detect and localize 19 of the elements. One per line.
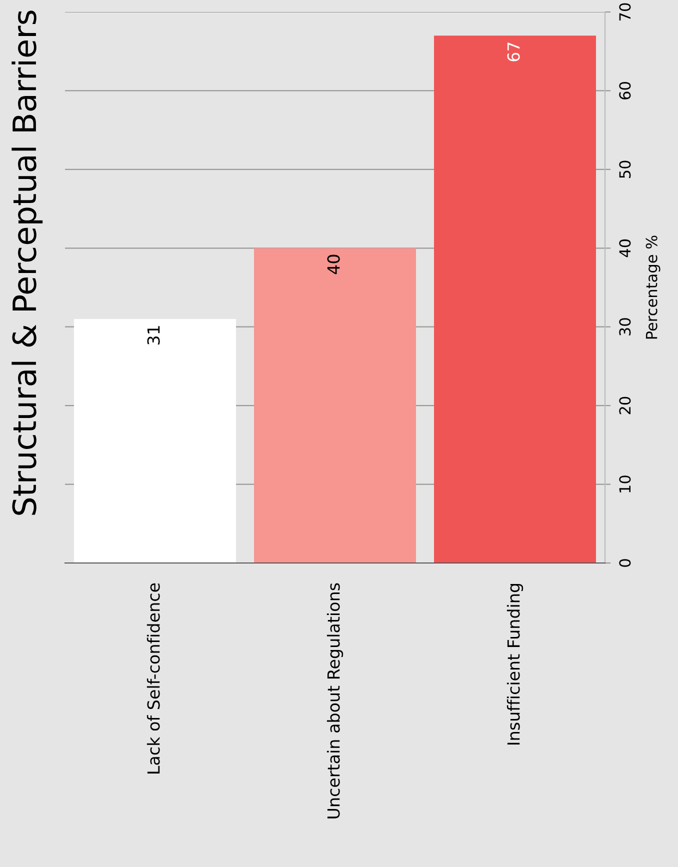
- y-tick-label: 20: [619, 396, 631, 414]
- x-tick-label: Uncertain about Regulations: [326, 583, 344, 818]
- bar: [434, 36, 596, 563]
- y-axis-title: Percentage %: [646, 236, 660, 339]
- data-label: 67: [507, 42, 520, 62]
- text: Structural & Perceptual Barriers: [12, 10, 43, 515]
- data-label: 31: [147, 326, 160, 344]
- y-tick-label: 60: [619, 82, 631, 100]
- y-tick-label: 50: [619, 160, 631, 178]
- y-tick-label: 40: [619, 239, 631, 258]
- data-label: 40: [327, 254, 340, 274]
- y-tick-label: 70: [619, 3, 631, 20]
- bar: [74, 318, 236, 563]
- y-tick-label: 30: [619, 318, 631, 336]
- y-tick-label: 0: [619, 559, 631, 567]
- x-tick-label: Insufficient Funding: [506, 584, 524, 744]
- bar: [254, 248, 416, 563]
- x-tick-label: Lack of Self-confidence: [146, 583, 160, 774]
- y-tick-label: 10: [619, 476, 631, 492]
